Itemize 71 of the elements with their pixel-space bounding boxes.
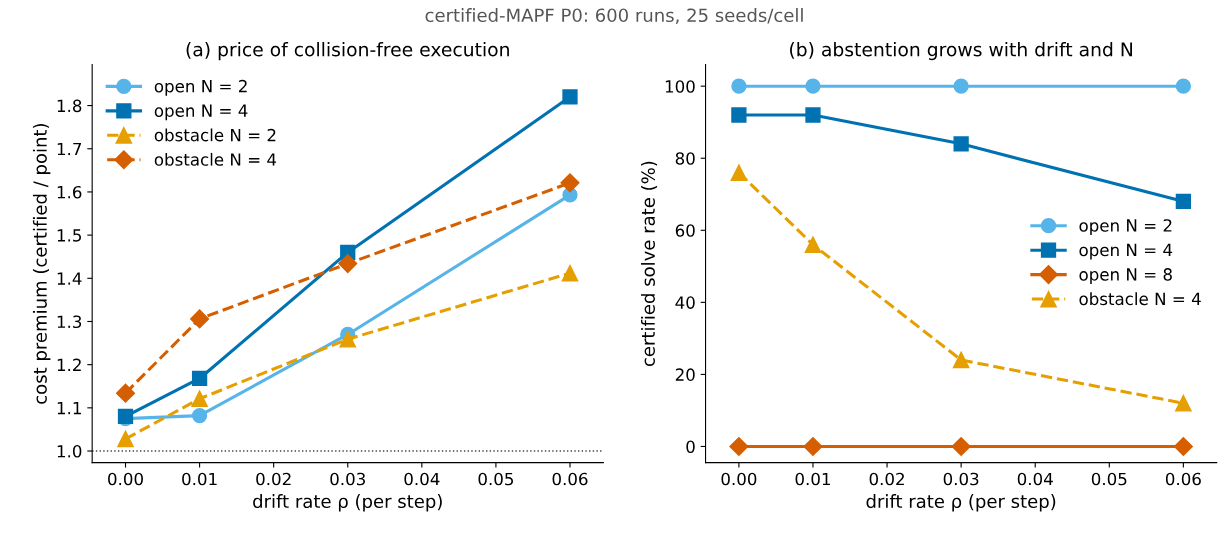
y-tick-label: 1.4 bbox=[57, 272, 82, 285]
legend-label: open N = 2 bbox=[1079, 219, 1172, 235]
point bbox=[191, 370, 208, 387]
legend-label: obstacle N = 2 bbox=[154, 128, 276, 142]
point bbox=[560, 173, 580, 193]
x-tick-label: 0.06 bbox=[552, 472, 588, 486]
x-tick-label: 0.02 bbox=[869, 472, 904, 486]
y-tick-label: 100 bbox=[665, 80, 695, 93]
point bbox=[562, 89, 578, 105]
point bbox=[953, 136, 969, 152]
y-tick-label: 0 bbox=[686, 440, 695, 454]
y-tick-label: 40 bbox=[675, 296, 695, 309]
y-tick-label: 1.2 bbox=[57, 358, 81, 371]
point bbox=[190, 309, 210, 329]
point bbox=[731, 107, 747, 123]
x-axis-title: drift rate ρ (per step) bbox=[866, 494, 1056, 512]
point bbox=[191, 407, 208, 424]
y-tick-label: 60 bbox=[675, 224, 695, 237]
point bbox=[561, 264, 579, 282]
chart-title: (b) abstention grows with drift and N bbox=[790, 41, 1133, 61]
x-tick-label: 0.03 bbox=[943, 472, 979, 486]
point bbox=[804, 236, 822, 254]
x-tick-label: 0.05 bbox=[478, 472, 514, 486]
point bbox=[731, 78, 747, 94]
y-tick-label: 1.0 bbox=[57, 444, 82, 458]
legend-label: obstacle N = 4 bbox=[1079, 292, 1201, 306]
x-tick-label: 0.04 bbox=[404, 472, 440, 486]
y-tick-label: 20 bbox=[675, 368, 695, 381]
point bbox=[952, 351, 970, 369]
x-axis-title: drift rate ρ (per step) bbox=[253, 494, 442, 512]
y-axis-title: certified solve rate (%) bbox=[640, 161, 658, 367]
y-tick-label: 80 bbox=[675, 152, 695, 165]
point bbox=[951, 436, 971, 457]
y-axis-title: cost premium (certified / point) bbox=[32, 123, 51, 404]
y-tick-label: 1.6 bbox=[57, 185, 82, 199]
chart-title: (a) price of collision-free execution bbox=[186, 41, 509, 61]
y-tick-label: 1.3 bbox=[57, 315, 82, 329]
legend-label: open N = 4 bbox=[1079, 243, 1173, 260]
y-tick-label: 1.8 bbox=[57, 99, 82, 113]
point bbox=[805, 78, 821, 94]
x-tick-label: 0.03 bbox=[330, 472, 365, 486]
y-tick-label: 1.1 bbox=[57, 402, 81, 415]
x-tick-label: 0.00 bbox=[721, 472, 757, 486]
x-tick-label: 0.02 bbox=[256, 472, 291, 486]
legend-label: open N = 8 bbox=[1079, 268, 1172, 284]
point bbox=[1175, 78, 1192, 94]
point bbox=[338, 254, 358, 274]
point bbox=[115, 383, 136, 403]
legend-label: open N = 2 bbox=[154, 79, 247, 96]
x-tick-label: 0.06 bbox=[1165, 472, 1201, 486]
point bbox=[805, 107, 821, 123]
point bbox=[1175, 394, 1192, 412]
x-tick-label: 0.00 bbox=[108, 472, 143, 486]
x-tick-label: 0.01 bbox=[182, 472, 217, 486]
point bbox=[339, 330, 357, 348]
x-tick-label: 0.04 bbox=[1017, 472, 1053, 486]
point bbox=[191, 390, 208, 408]
legend-label: open N = 4 bbox=[154, 104, 248, 121]
x-tick-label: 0.01 bbox=[795, 472, 830, 486]
y-tick-label: 1.7 bbox=[57, 142, 82, 156]
point bbox=[803, 436, 823, 457]
x-tick-label: 0.05 bbox=[1091, 472, 1127, 486]
point bbox=[730, 164, 748, 181]
y-tick-label: 1.5 bbox=[57, 229, 81, 242]
point bbox=[1173, 436, 1193, 457]
point bbox=[1175, 193, 1192, 210]
legend-label: obstacle N = 4 bbox=[154, 152, 277, 166]
point bbox=[729, 436, 749, 457]
text: certified-MAPF P0: 600 runs, 25 seeds/cell bbox=[425, 8, 803, 24]
point bbox=[117, 430, 134, 448]
point bbox=[953, 78, 969, 94]
